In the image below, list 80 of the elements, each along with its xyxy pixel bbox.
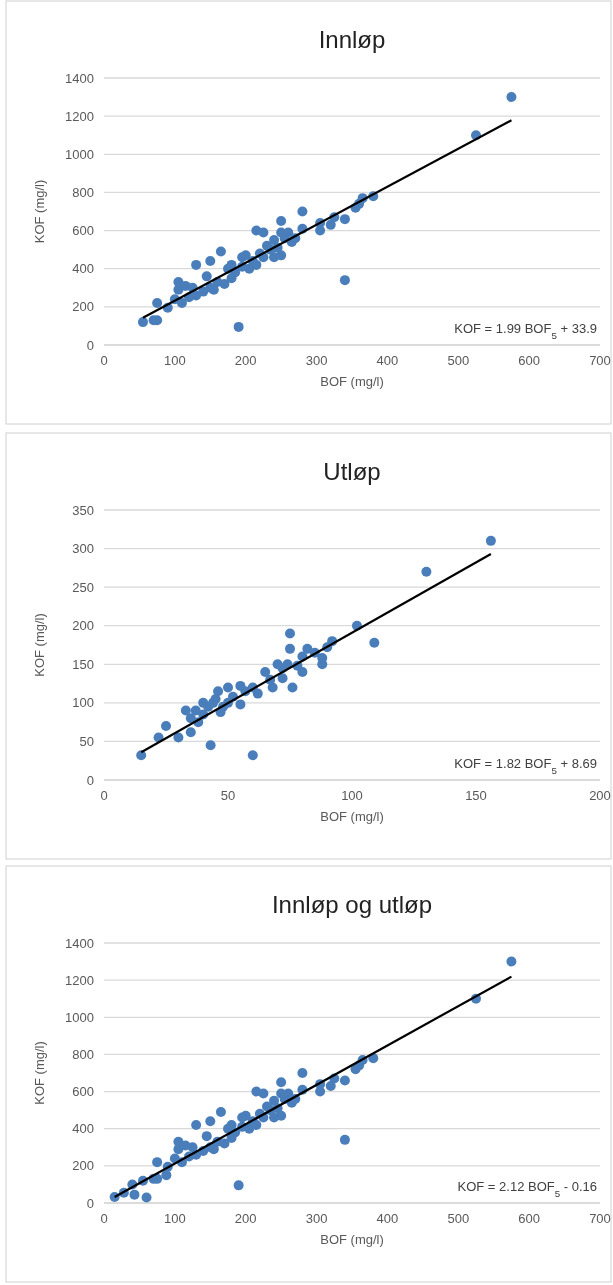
y-tick-label: 600 (72, 223, 94, 239)
point (210, 694, 221, 704)
y-tick-label: 150 (72, 656, 94, 672)
x-tick-label: 500 (447, 353, 470, 368)
x-tick-label: 400 (376, 1211, 399, 1226)
y-axis-title: KOF (mg/l) (32, 179, 47, 244)
point (247, 750, 258, 761)
x-tick-label: 100 (164, 1211, 186, 1226)
point (252, 688, 263, 699)
annotation: KOF = 1.99 BOF$_{5}$ + 33.9 (454, 321, 597, 341)
y-tick-label: 250 (72, 579, 94, 595)
point (287, 682, 298, 693)
y-tick-label: 100 (72, 695, 94, 711)
y-tick-label: 600 (72, 1084, 94, 1100)
point (180, 705, 191, 716)
x-tick-label: 0 (100, 788, 108, 803)
chart-title: Innløp (318, 26, 386, 53)
point (213, 686, 224, 697)
point (260, 667, 271, 677)
point (302, 643, 313, 654)
x-tick-label: 150 (465, 788, 487, 803)
point (136, 750, 147, 761)
x-tick-label: 700 (589, 353, 611, 368)
point (161, 721, 171, 731)
y-tick-label: 400 (72, 1121, 94, 1137)
y-tick-label: 200 (72, 299, 94, 315)
x-tick-label: 400 (376, 353, 399, 368)
y-tick-label: 1200 (65, 972, 94, 988)
y-tick-label: 1400 (65, 935, 94, 951)
y-tick-label: 50 (79, 733, 94, 749)
y-axis-title: KOF (mg/l) (32, 613, 47, 677)
y-tick-label: 1000 (65, 146, 94, 162)
point (369, 637, 380, 648)
y-tick-label: 300 (72, 541, 94, 557)
point (285, 628, 295, 639)
x-tick-label: 700 (589, 1211, 611, 1226)
y-tick-label: 1400 (65, 70, 94, 86)
x-tick-label: 600 (518, 353, 540, 368)
x-tick-label: 0 (100, 1211, 108, 1226)
x-tick-label: 0 (100, 353, 108, 368)
y-tick-label: 400 (72, 261, 94, 277)
y-tick-label: 0 (86, 1195, 94, 1211)
x-tick-label: 300 (305, 1211, 328, 1226)
point (485, 535, 496, 546)
x-tick-label: 200 (589, 788, 611, 803)
point (285, 643, 295, 654)
annotation: KOF = 1.82 BOF$_{5}$ + 8.69 (454, 756, 597, 776)
point (185, 727, 196, 738)
point (297, 667, 308, 677)
y-tick-label: 800 (72, 1046, 94, 1062)
x-tick-label: 100 (164, 353, 186, 368)
point (173, 732, 184, 743)
point (267, 682, 278, 693)
x-tick-label: 50 (220, 788, 236, 803)
point (235, 699, 246, 710)
chart-title: Innløp og utløp (271, 891, 433, 918)
y-tick-label: 350 (72, 502, 94, 518)
x-axis-title: BOF (mg/l) (320, 809, 384, 824)
point (223, 682, 233, 693)
y-tick-label: 0 (86, 337, 94, 353)
x-axis-title: BOF (mg/l) (320, 1232, 384, 1247)
point (277, 673, 288, 684)
x-tick-label: 500 (447, 1211, 470, 1226)
x-tick-label: 100 (341, 788, 363, 803)
y-tick-label: 200 (72, 1158, 94, 1174)
y-axis-title: KOF (mg/l) (32, 1041, 47, 1105)
y-tick-label: 0 (86, 772, 94, 788)
y-tick-label: 200 (72, 618, 94, 634)
point (205, 740, 216, 751)
y-tick-label: 800 (72, 184, 94, 200)
y-tick-label: 1000 (65, 1009, 94, 1025)
x-tick-label: 200 (234, 353, 257, 368)
x-tick-label: 200 (234, 1211, 257, 1226)
chart-title: Utløp (323, 458, 381, 485)
x-axis-title: BOF (mg/l) (320, 374, 384, 389)
x-tick-label: 600 (518, 1211, 540, 1226)
x-tick-label: 300 (305, 353, 328, 368)
point (421, 566, 432, 577)
annotation: KOF = 2.12 BOF$_{5}$ - 0.16 (457, 1179, 597, 1199)
y-tick-label: 1200 (65, 108, 94, 124)
